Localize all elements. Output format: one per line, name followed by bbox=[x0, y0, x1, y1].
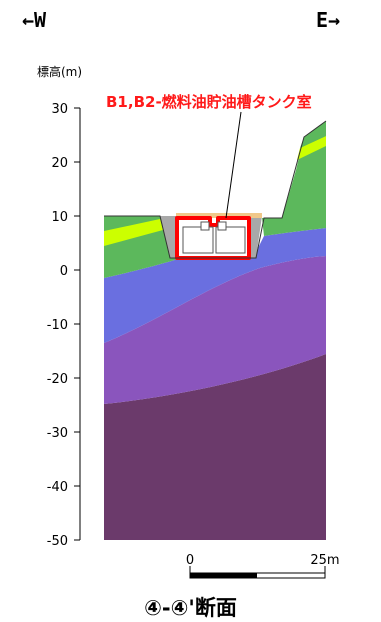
tick-label-30: 30 bbox=[51, 102, 68, 117]
deep-purple-layer bbox=[104, 354, 326, 540]
tick-label-10: 10 bbox=[51, 210, 68, 225]
scale-end-label: 25m bbox=[310, 553, 339, 568]
tick-label-minus20: -20 bbox=[47, 372, 68, 387]
west-direction-label: ←W bbox=[22, 8, 47, 32]
elevation-ticks bbox=[74, 107, 80, 541]
surface-layer bbox=[176, 213, 262, 218]
section-title: ④-④'断面 bbox=[144, 596, 237, 620]
scale-start-label: 0 bbox=[186, 553, 194, 568]
purple-layer bbox=[104, 256, 326, 404]
tick-label-minus10: -10 bbox=[47, 318, 68, 333]
backfill-east bbox=[250, 216, 262, 258]
tick-label-0: 0 bbox=[60, 264, 68, 279]
backfill-west bbox=[160, 216, 176, 258]
yellow-band-west bbox=[104, 219, 163, 246]
hill-crest bbox=[300, 121, 326, 148]
scale-bar: 0 25m bbox=[186, 553, 340, 579]
tick-label-minus30: -30 bbox=[47, 426, 68, 441]
yellow-band-east bbox=[297, 136, 326, 160]
fuel-oil-tank-room bbox=[175, 216, 251, 260]
tank-room-callout-label: B1,B2-燃料油貯油槽タンク室 bbox=[106, 93, 312, 111]
tick-label-20: 20 bbox=[51, 156, 68, 171]
ground-outline bbox=[104, 120, 327, 259]
blue-layer bbox=[104, 228, 326, 343]
east-direction-label: E→ bbox=[316, 8, 341, 32]
elevation-axis-title: 標高(m) bbox=[37, 65, 83, 79]
tick-label-minus40: -40 bbox=[47, 480, 68, 495]
tick-label-minus50: -50 bbox=[47, 534, 68, 549]
callout-leader-line bbox=[225, 111, 242, 219]
